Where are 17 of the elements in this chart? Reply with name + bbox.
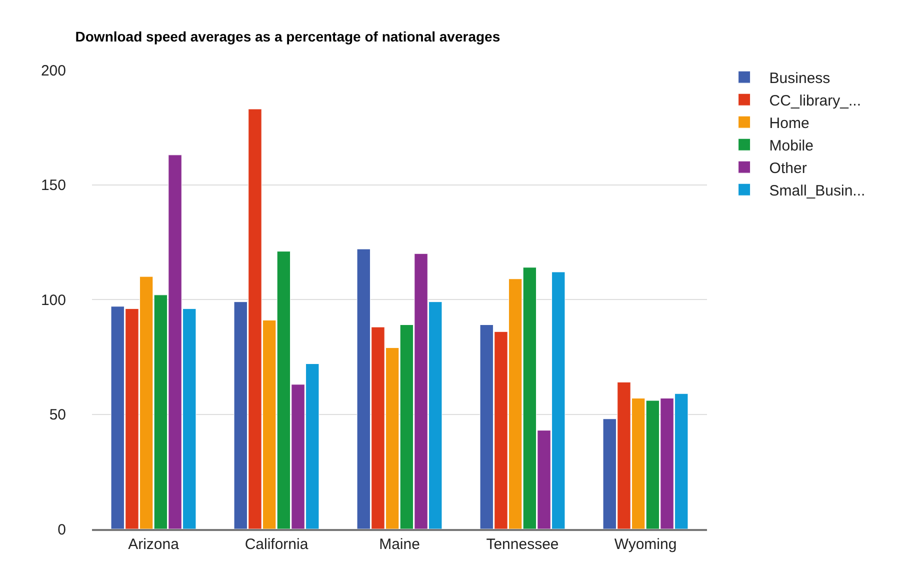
x-tick-label: Maine	[379, 536, 420, 553]
y-tick-label: 150	[40, 177, 66, 194]
legend-label: Mobile	[769, 137, 814, 154]
legend-label: Small_Busin...	[769, 182, 866, 200]
legend-label: Other	[769, 160, 807, 177]
y-tick-label: 0	[58, 521, 66, 538]
x-tick-label: Wyoming	[614, 536, 677, 553]
y-tick-label: 100	[40, 292, 66, 309]
x-tick-label: Arizona	[128, 536, 180, 553]
legend-label: CC_library_...	[769, 92, 862, 110]
y-tick-label: 200	[40, 62, 66, 80]
legend-label: Business	[769, 70, 830, 87]
y-tick-label: 50	[49, 406, 66, 424]
chart-title: Download speed averages as a percentage of national averages	[75, 28, 500, 44]
legend-label: Home	[769, 114, 810, 132]
x-tick-label: Tennessee	[486, 536, 559, 553]
x-tick-label: California	[244, 536, 309, 553]
